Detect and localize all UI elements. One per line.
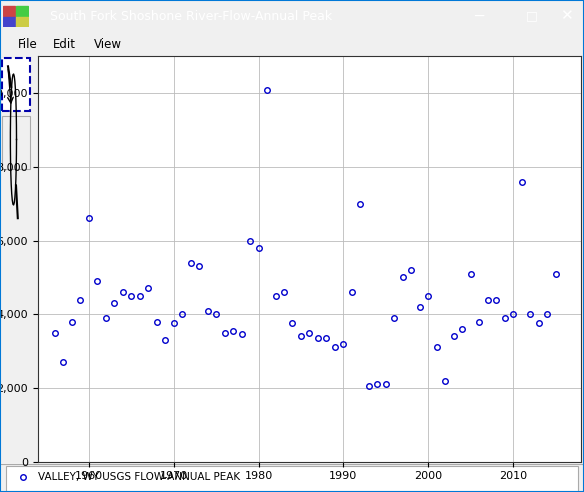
Bar — [16, 17, 28, 27]
Text: □: □ — [526, 9, 537, 23]
FancyBboxPatch shape — [2, 116, 30, 169]
FancyBboxPatch shape — [2, 58, 30, 111]
Text: ─: ─ — [474, 8, 484, 24]
Bar — [16, 6, 28, 16]
Text: File: File — [18, 37, 37, 51]
Text: ✕: ✕ — [560, 8, 573, 24]
Bar — [3, 6, 15, 16]
Text: South Fork Shoshone River-Flow-Annual Peak: South Fork Shoshone River-Flow-Annual Pe… — [50, 9, 332, 23]
FancyBboxPatch shape — [6, 466, 578, 491]
Text: View: View — [93, 37, 121, 51]
Text: Edit: Edit — [53, 37, 75, 51]
Text: VALLEY, WY USGS FLOW-ANNUAL PEAK: VALLEY, WY USGS FLOW-ANNUAL PEAK — [38, 472, 240, 483]
Bar — [3, 17, 15, 27]
